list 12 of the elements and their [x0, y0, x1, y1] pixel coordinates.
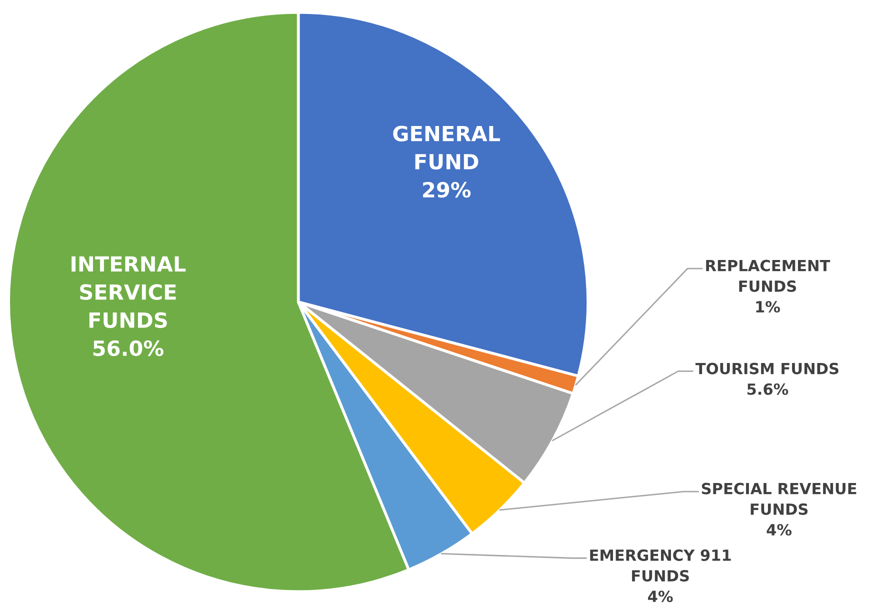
slice-label: SPECIAL REVENUE FUNDS	[702, 482, 856, 515]
slice-label: REPLACEMENT FUNDS	[706, 260, 830, 292]
data-label: 4%	[766, 524, 792, 536]
data-label: 5.6%	[747, 383, 788, 395]
slice-label: GENERAL FUND	[393, 126, 500, 170]
data-label: 4%	[648, 590, 673, 602]
slice-label: EMERGENCY 911 FUNDS	[590, 549, 731, 582]
data-label: 56.0%	[93, 340, 164, 356]
data-label: 1%	[756, 300, 780, 313]
data-label: 29%	[423, 182, 471, 198]
slice-label: TOURISM FUNDS	[695, 362, 838, 374]
slice-label: INTERNAL SERVICE FUNDS	[72, 256, 186, 328]
